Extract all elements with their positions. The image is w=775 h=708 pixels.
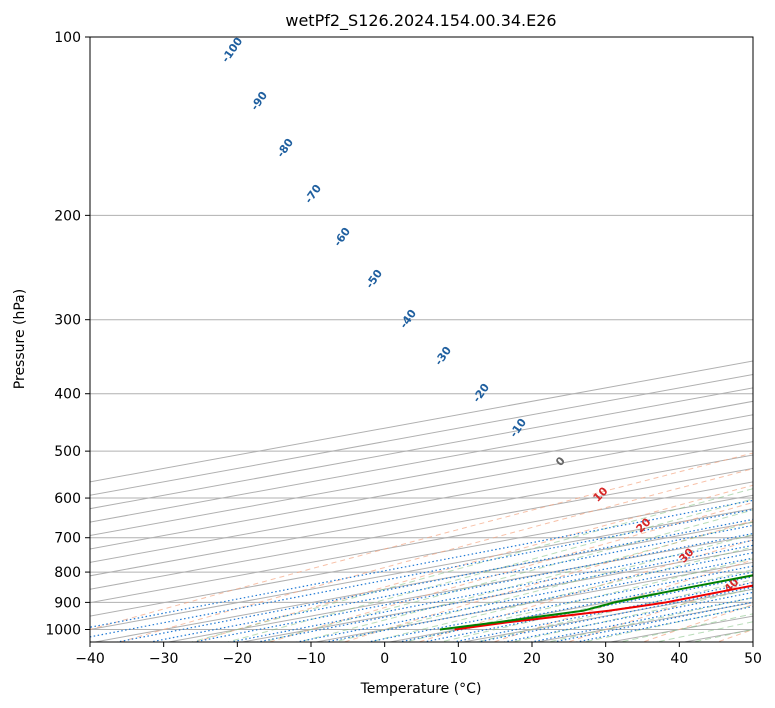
x-tick-label: −10 [296,651,326,667]
isotherm-line [165,535,753,642]
x-tick-label: 20 [523,651,541,667]
chart-title: wetPf2_S126.2024.154.00.34.E26 [285,11,556,31]
x-tick-label: 0 [380,651,389,667]
y-tick-label: 800 [54,565,81,581]
x-axis: −40 −30 −20 −10 0 10 20 30 40 50 [75,642,762,667]
mixing-ratio-line [254,544,753,642]
mixing-ratio-line [573,605,753,642]
moist-adiabat-line [225,498,753,642]
y-tick-label: 700 [54,531,81,547]
isotherm-line [90,427,753,550]
y-tick-label: 200 [54,208,81,224]
x-tick-label: −30 [149,651,179,667]
y-tick-label: 400 [54,387,81,403]
mixing-ratio-line [501,591,753,642]
moist-adiabat-line [189,488,753,642]
isotherm-line [90,508,753,631]
y-axis: 100 200 300 400 500 600 700 800 900 1000 [45,30,90,639]
plot-frame [89,36,754,643]
dry-adiabat-line [267,501,753,642]
isotherm-line [90,481,753,604]
mixing-ratio-line [147,524,753,642]
mixing-ratio-line [528,597,753,642]
y-tick-label: 500 [54,444,81,460]
mixing-ratio-line [550,601,753,642]
isotherm-line [90,467,753,590]
isotherm-line [90,441,753,563]
y-tick-label: 300 [54,313,81,329]
moist-adiabat-line [403,558,753,642]
dry-adiabat-line [90,452,753,631]
x-tick-label: 40 [670,651,688,667]
isotherm-line [92,521,753,642]
y-tick-label: 100 [54,30,81,46]
moist-adiabat-line [297,521,753,642]
y-tick-label: 900 [54,595,81,611]
mixing-ratio-line [114,518,753,642]
x-tick-label: 30 [597,651,615,667]
isotherm-line [90,454,753,577]
background-lines [90,37,753,642]
x-tick-label: −40 [75,651,105,667]
y-axis-label: Pressure (hPa) [12,289,28,389]
dry-adiabat-line [342,520,753,642]
dry-adiabat-line [118,468,753,642]
x-axis-label: Temperature (°C) [360,681,482,697]
x-tick-label: 10 [449,651,467,667]
x-tick-label: −20 [223,651,253,667]
mixing-ratio-line [191,532,753,642]
mixing-ratio-line [90,508,753,638]
y-tick-label: 600 [54,491,81,507]
mixing-ratio-line [474,586,753,642]
x-tick-label: 50 [744,651,762,667]
isotherm-line [90,494,753,617]
moist-adiabat-line [332,533,753,642]
mixing-ratio-line [227,539,753,642]
y-tick-label: 1000 [45,623,81,639]
dry-adiabat-line [566,581,753,642]
